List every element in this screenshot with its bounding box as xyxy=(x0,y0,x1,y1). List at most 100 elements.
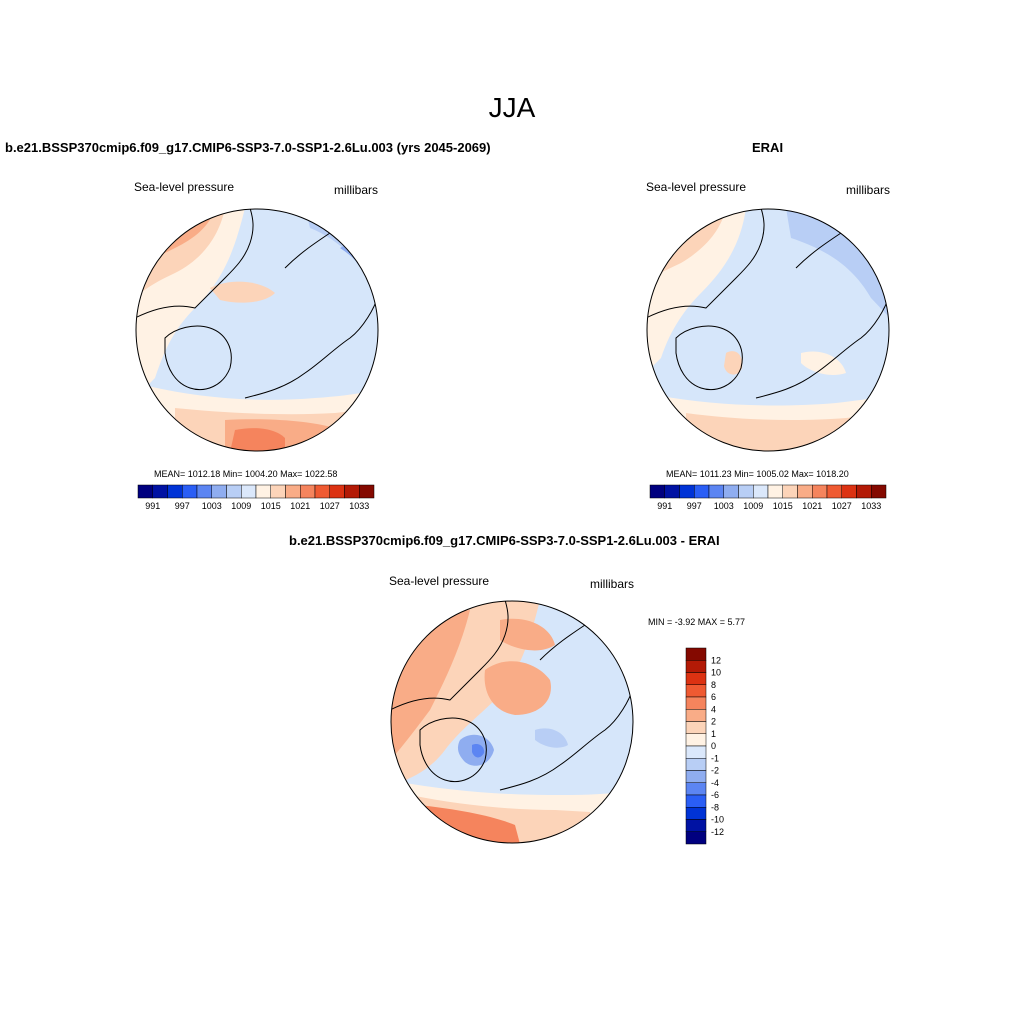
obs-colorbar-box xyxy=(782,484,798,499)
diff-colorbar-tick-label: -6 xyxy=(711,790,719,800)
obs-colorbar-box xyxy=(723,484,739,499)
diff-colorbar-box xyxy=(685,819,707,832)
model-colorbar-box xyxy=(329,484,345,499)
model-colorbar-tick-label: 1015 xyxy=(261,501,281,511)
coastline-greenland xyxy=(164,325,232,391)
obs-panel-title: ERAI xyxy=(752,140,784,155)
warm-blob-east xyxy=(801,351,846,375)
model-colorbar-tick-label: 1027 xyxy=(320,501,340,511)
model-units-label: millibars xyxy=(334,183,379,197)
obs-colorbar-box xyxy=(841,484,857,499)
diff-colorbar-box xyxy=(685,721,707,734)
model-stats: MEAN= 1012.18 Min= 1004.20 Max= 1022.58 xyxy=(154,469,338,479)
model-colorbar-box xyxy=(300,484,316,499)
diff-colorbar-box xyxy=(685,709,707,722)
diff-colorbar-box xyxy=(685,770,707,783)
model-polar-map xyxy=(135,208,379,452)
warm-blob-greenland xyxy=(724,351,743,375)
diff-colorbar-tick-label: -4 xyxy=(711,778,719,788)
model-colorbar-box xyxy=(285,484,301,499)
coastline-north-america xyxy=(391,601,509,711)
obs-polar-map xyxy=(646,208,890,452)
diff-colorbar-tick-label: -8 xyxy=(711,802,719,812)
model-variable-label: Sea-level pressure xyxy=(134,180,235,194)
model-colorbar-box xyxy=(211,484,227,499)
obs-colorbar-box xyxy=(649,484,665,499)
diff-colorbar-box xyxy=(685,684,707,698)
warm-blob-central xyxy=(484,661,551,715)
obs-colorbar-tick-label: 1015 xyxy=(773,501,793,511)
model-colorbar-box xyxy=(226,484,242,499)
coastline-north-america xyxy=(647,209,765,319)
model-colorbar-box xyxy=(137,484,153,499)
obs-colorbar-box xyxy=(708,484,724,499)
obs-colorbar-tick-label: 991 xyxy=(657,501,672,511)
hot-core-south xyxy=(230,428,285,451)
diff-colorbar-box xyxy=(685,696,707,710)
obs-colorbar-box xyxy=(738,484,754,499)
model-panel-title: b.e21.BSSP370cmip6.f09_g17.CMIP6-SSP3-7.… xyxy=(5,140,491,155)
diff-colorbar-box xyxy=(685,660,707,673)
obs-colorbar: 991 997 1003 1009 1015 1021 1027 1033 xyxy=(649,484,887,511)
model-colorbar-box xyxy=(152,484,168,499)
model-colorbar-tick-label: 991 xyxy=(145,501,160,511)
diff-colorbar-tick-label: 2 xyxy=(711,717,716,727)
diff-colorbar-tick-label: -10 xyxy=(711,815,724,825)
obs-units-label: millibars xyxy=(846,183,891,197)
cool-blob-east xyxy=(535,728,568,748)
model-colorbar-tick-label: 1021 xyxy=(290,501,310,511)
diff-colorbar-tick-label: 8 xyxy=(711,680,716,690)
diff-colorbar-tick-label: -1 xyxy=(711,753,719,763)
model-colorbar-box xyxy=(359,484,375,499)
coastline-eurasia xyxy=(755,292,889,399)
diff-colorbar-tick-label: 1 xyxy=(711,729,716,739)
obs-colorbar-box xyxy=(812,484,828,499)
diff-colorbar-box xyxy=(685,807,707,820)
obs-variable-label: Sea-level pressure xyxy=(646,180,747,194)
obs-colorbar-tick-label: 1009 xyxy=(743,501,763,511)
obs-colorbar-tick-label: 1003 xyxy=(714,501,734,511)
model-colorbar-tick-label: 1003 xyxy=(202,501,222,511)
obs-stats: MEAN= 1011.23 Min= 1005.02 Max= 1018.20 xyxy=(666,469,849,479)
obs-colorbar-box xyxy=(679,484,695,499)
diff-colorbar-tick-label: 12 xyxy=(711,655,721,665)
obs-colorbar-box xyxy=(694,484,710,499)
model-colorbar-box xyxy=(344,484,360,499)
coastline-eurasia xyxy=(499,684,633,791)
obs-colorbar-box xyxy=(753,484,769,499)
diff-colorbar-box xyxy=(685,745,707,759)
diff-colorbar-box xyxy=(685,758,707,771)
obs-colorbar-box xyxy=(856,484,872,499)
diff-colorbar-box xyxy=(685,794,707,808)
diff-colorbar-tick-label: -12 xyxy=(711,827,724,837)
model-colorbar-box xyxy=(314,484,330,499)
model-colorbar-box xyxy=(196,484,212,499)
diff-colorbar-box xyxy=(685,647,707,661)
model-colorbar-box xyxy=(241,484,257,499)
diff-colorbar-box xyxy=(685,733,707,747)
diff-polar-map xyxy=(390,600,634,844)
diff-colorbar-tick-label: 6 xyxy=(711,692,716,702)
obs-colorbar-box xyxy=(871,484,887,499)
model-colorbar-box xyxy=(255,484,271,499)
diff-colorbar-tick-label: 4 xyxy=(711,704,716,714)
diff-colorbar-tick-label: -2 xyxy=(711,766,719,776)
model-colorbar-box xyxy=(182,484,198,499)
cool-blob-greenland-core xyxy=(472,743,485,758)
warm-blob-north xyxy=(500,618,555,651)
diff-units-label: millibars xyxy=(590,577,635,591)
obs-colorbar-tick-label: 1033 xyxy=(861,501,881,511)
obs-colorbar-box xyxy=(826,484,842,499)
coastline-greenland xyxy=(419,717,487,783)
obs-colorbar-tick-label: 1027 xyxy=(832,501,852,511)
diff-colorbar-tick-label: 10 xyxy=(711,668,721,678)
model-colorbar-tick-label: 1009 xyxy=(231,501,251,511)
diff-colorbar-box xyxy=(685,672,707,685)
diff-colorbar-box xyxy=(685,831,707,845)
model-colorbar-tick-label: 1033 xyxy=(349,501,369,511)
obs-colorbar-box xyxy=(767,484,783,499)
coastline-north-america xyxy=(136,209,254,319)
model-colorbar-tick-label: 997 xyxy=(175,501,190,511)
obs-colorbar-box xyxy=(664,484,680,499)
